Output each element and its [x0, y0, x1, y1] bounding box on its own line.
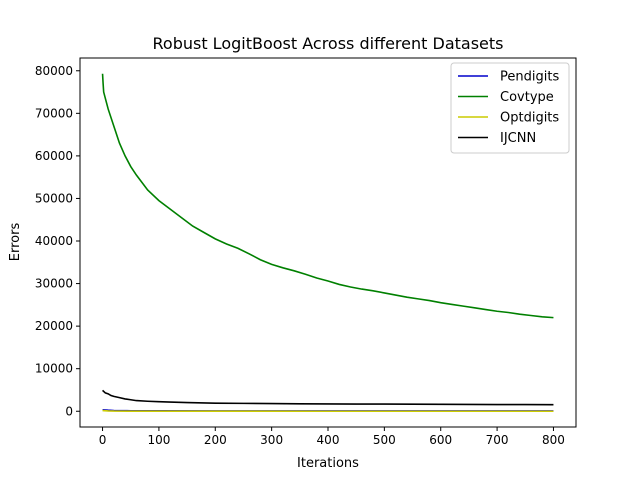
legend-label-ijcnn: IJCNN: [500, 131, 536, 146]
plot-lines: [101, 73, 554, 413]
legend-label-optdigits: Optdigits: [500, 111, 559, 126]
y-tick-label: 70000: [35, 106, 73, 120]
y-tick-label: 0: [65, 404, 73, 418]
series-line-ijcnn: [102, 389, 554, 406]
x-tick-label: 0: [99, 433, 107, 447]
x-tick-label: 400: [317, 433, 340, 447]
chart-title: Robust LogitBoost Across different Datas…: [153, 34, 504, 53]
x-tick-label: 300: [260, 433, 283, 447]
legend-label-covtype: Covtype: [500, 90, 554, 105]
legend-box: [450, 62, 570, 154]
x-tick-label: 600: [429, 433, 452, 447]
x-tick-label: 500: [373, 433, 396, 447]
y-axis-label: Errors: [8, 223, 23, 262]
y-tick-label: 80000: [35, 64, 73, 78]
legend-label-pendigits: Pendigits: [500, 70, 559, 85]
y-tick-label: 40000: [35, 234, 73, 248]
x-tick-label: 800: [542, 433, 565, 447]
y-tick-label: 60000: [35, 149, 73, 163]
x-axis-label: Iterations: [297, 456, 359, 471]
x-axis-ticks: 0 100 200 300 400 500 600 700 800: [99, 427, 565, 447]
x-tick-label: 100: [147, 433, 170, 447]
x-tick-label: 200: [204, 433, 227, 447]
legend: Pendigits Covtype Optdigits IJCNN: [450, 62, 570, 154]
y-tick-label: 10000: [35, 362, 73, 376]
y-tick-label: 50000: [35, 191, 73, 205]
x-tick-label: 700: [486, 433, 509, 447]
series-line-covtype: [101, 73, 554, 319]
y-axis-ticks: 0 10000 20000 30000 40000 50000 60000 70000 8000…: [35, 64, 80, 418]
y-tick-label: 20000: [35, 319, 73, 333]
series-line-optdigits: [102, 409, 554, 413]
y-tick-label: 30000: [35, 277, 73, 291]
